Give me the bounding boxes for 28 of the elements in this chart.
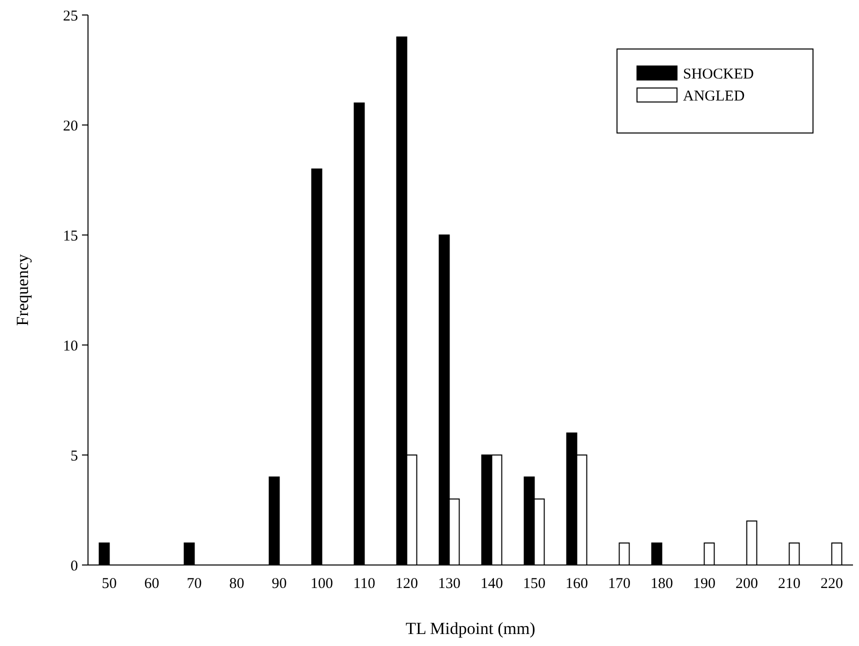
- y-tick-label: 10: [63, 338, 78, 354]
- x-tick-label: 210: [778, 576, 800, 592]
- x-tick-label: 200: [736, 576, 758, 592]
- legend-label: SHOCKED: [683, 66, 754, 82]
- x-tick-label: 80: [229, 576, 244, 592]
- x-tick-label: 120: [396, 576, 418, 592]
- y-tick-label: 5: [70, 448, 78, 464]
- x-tick-label: 60: [144, 576, 160, 592]
- x-tick-label: 170: [608, 576, 630, 592]
- y-tick-label: 25: [63, 8, 78, 24]
- x-tick-label: 70: [186, 576, 202, 592]
- x-tick-label: 110: [353, 576, 376, 592]
- x-axis-title: TL Midpoint (mm): [406, 619, 536, 638]
- x-tick-label: 190: [693, 576, 716, 592]
- x-tick-label: 50: [102, 576, 117, 592]
- x-tick-label: 140: [480, 576, 503, 592]
- x-tick-label: 160: [566, 576, 588, 592]
- x-tick-label: 220: [820, 576, 843, 592]
- y-tick-label: 15: [63, 228, 78, 244]
- x-tick-label: 90: [272, 576, 287, 592]
- y-tick-label: 0: [70, 558, 78, 574]
- x-tick-label: 130: [438, 576, 460, 592]
- y-tick-label: 20: [63, 118, 78, 134]
- y-axis-title: Frequency: [13, 254, 32, 326]
- legend-label: ANGLED: [683, 88, 745, 104]
- x-tick-label: 150: [523, 576, 546, 592]
- x-tick-label: 100: [310, 576, 333, 592]
- x-tick-label: 180: [650, 576, 673, 592]
